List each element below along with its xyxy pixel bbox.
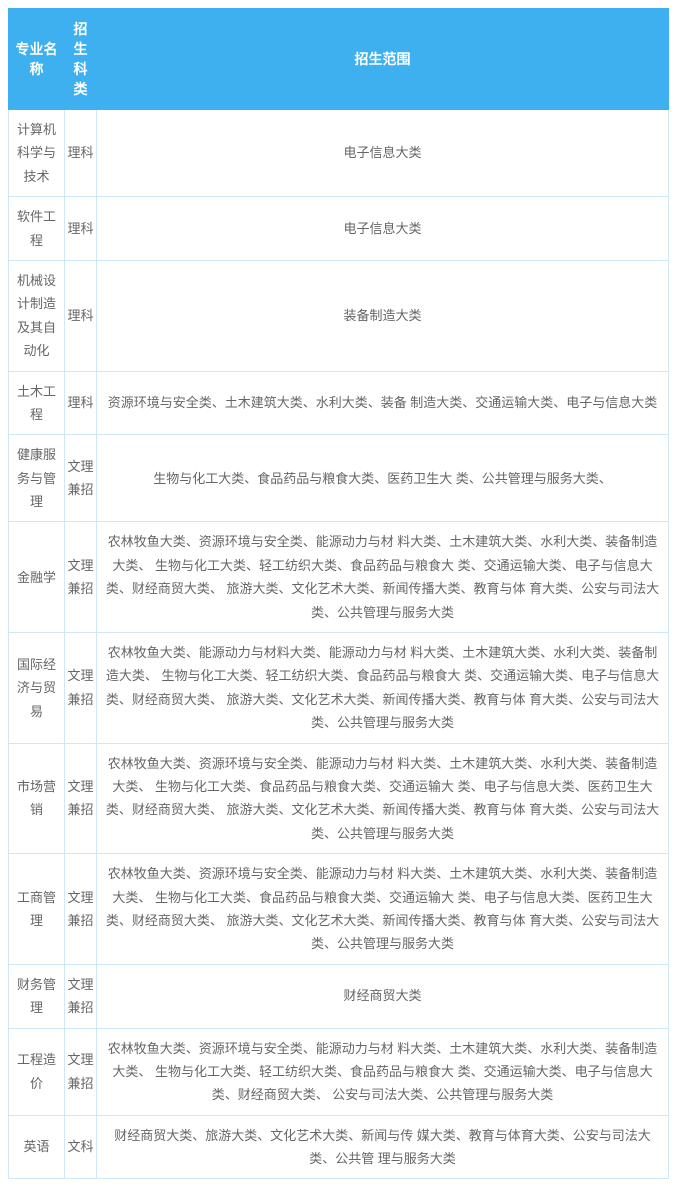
cell-scope: 农林牧鱼大类、资源环境与安全类、能源动力与材 料大类、土木建筑大类、水利大类、装…: [97, 743, 669, 854]
cell-major: 计算机科学与技术: [9, 110, 65, 197]
table-header: 专业名称 招生科类 招生范围: [9, 9, 669, 110]
cell-major: 工程造价: [9, 1028, 65, 1115]
cell-category: 理科: [65, 371, 97, 435]
cell-major: 市场营销: [9, 743, 65, 854]
cell-scope: 生物与化工大类、食品药品与粮食大类、医药卫生大 类、公共管理与服务大类、: [97, 435, 669, 522]
cell-category: 文理兼招: [65, 522, 97, 633]
cell-scope: 农林牧鱼大类、资源环境与安全类、能源动力与材 料大类、土木建筑大类、水利大类、装…: [97, 522, 669, 633]
header-category: 招生科类: [65, 9, 97, 110]
cell-scope: 农林牧鱼大类、资源环境与安全类、能源动力与材 料大类、土木建筑大类、水利大类、装…: [97, 1028, 669, 1115]
table-row: 国际经济与贸易文理兼招农林牧鱼大类、能源动力与材料大类、能源动力与材 料大类、土…: [9, 633, 669, 744]
cell-category: 理科: [65, 260, 97, 371]
cell-category: 理科: [65, 197, 97, 261]
table-row: 软件工程理科电子信息大类: [9, 197, 669, 261]
table-row: 机械设计制造及其自动化理科装备制造大类: [9, 260, 669, 371]
table-body: 计算机科学与技术理科电子信息大类软件工程理科电子信息大类机械设计制造及其自动化理…: [9, 110, 669, 1179]
cell-scope: 财经商贸大类: [97, 964, 669, 1028]
cell-major: 土木工程: [9, 371, 65, 435]
cell-category: 文科: [65, 1115, 97, 1179]
table-row: 计算机科学与技术理科电子信息大类: [9, 110, 669, 197]
cell-major: 机械设计制造及其自动化: [9, 260, 65, 371]
header-scope: 招生范围: [97, 9, 669, 110]
table-row: 健康服务与管理文理兼招生物与化工大类、食品药品与粮食大类、医药卫生大 类、公共管…: [9, 435, 669, 522]
cell-category: 文理兼招: [65, 743, 97, 854]
table-row: 土木工程理科资源环境与安全类、土木建筑大类、水利大类、装备 制造大类、交通运输大…: [9, 371, 669, 435]
cell-category: 文理兼招: [65, 964, 97, 1028]
cell-scope: 装备制造大类: [97, 260, 669, 371]
cell-major: 工商管理: [9, 854, 65, 965]
cell-category: 文理兼招: [65, 633, 97, 744]
cell-category: 文理兼招: [65, 1028, 97, 1115]
cell-scope: 农林牧鱼大类、能源动力与材料大类、能源动力与材 料大类、土木建筑大类、水利大类、…: [97, 633, 669, 744]
cell-major: 软件工程: [9, 197, 65, 261]
table-row: 英语文科财经商贸大类、旅游大类、文化艺术大类、新闻与传 媒大类、教育与体育大类、…: [9, 1115, 669, 1179]
cell-major: 英语: [9, 1115, 65, 1179]
cell-scope: 农林牧鱼大类、资源环境与安全类、能源动力与材 料大类、土木建筑大类、水利大类、装…: [97, 854, 669, 965]
cell-major: 财务管理: [9, 964, 65, 1028]
header-major: 专业名称: [9, 9, 65, 110]
cell-scope: 电子信息大类: [97, 197, 669, 261]
cell-scope: 资源环境与安全类、土木建筑大类、水利大类、装备 制造大类、交通运输大类、电子与信…: [97, 371, 669, 435]
table-row: 金融学文理兼招农林牧鱼大类、资源环境与安全类、能源动力与材 料大类、土木建筑大类…: [9, 522, 669, 633]
admissions-table: 专业名称 招生科类 招生范围 计算机科学与技术理科电子信息大类软件工程理科电子信…: [8, 8, 669, 1179]
cell-category: 文理兼招: [65, 854, 97, 965]
cell-scope: 财经商贸大类、旅游大类、文化艺术大类、新闻与传 媒大类、教育与体育大类、公安与司…: [97, 1115, 669, 1179]
table-row: 财务管理文理兼招财经商贸大类: [9, 964, 669, 1028]
cell-category: 文理兼招: [65, 435, 97, 522]
table-row: 工程造价文理兼招农林牧鱼大类、资源环境与安全类、能源动力与材 料大类、土木建筑大…: [9, 1028, 669, 1115]
table-row: 工商管理文理兼招农林牧鱼大类、资源环境与安全类、能源动力与材 料大类、土木建筑大…: [9, 854, 669, 965]
cell-major: 金融学: [9, 522, 65, 633]
cell-major: 健康服务与管理: [9, 435, 65, 522]
cell-scope: 电子信息大类: [97, 110, 669, 197]
cell-major: 国际经济与贸易: [9, 633, 65, 744]
table-row: 市场营销文理兼招农林牧鱼大类、资源环境与安全类、能源动力与材 料大类、土木建筑大…: [9, 743, 669, 854]
cell-category: 理科: [65, 110, 97, 197]
